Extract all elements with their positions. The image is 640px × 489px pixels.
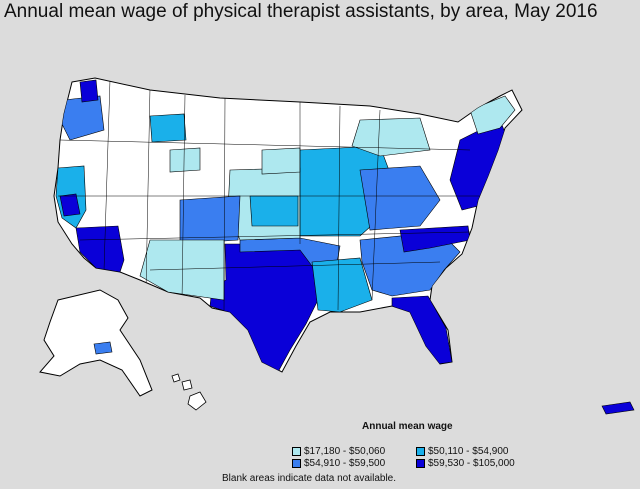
alaska-anchorage <box>93 341 113 355</box>
region-gulf <box>311 257 373 313</box>
hawaii <box>171 373 207 411</box>
region-seattle <box>79 79 99 103</box>
footnote: Blank areas indicate data not available. <box>222 473 397 484</box>
legend-label-4: $59,530 - $105,000 <box>428 458 515 469</box>
region-colorado <box>179 195 241 245</box>
legend-item-2: $50,110 - $54,900 <box>416 446 508 457</box>
legend-swatch-3 <box>292 459 301 468</box>
region-southwest <box>139 239 225 301</box>
puerto-rico <box>601 401 635 415</box>
alaska <box>39 289 153 397</box>
legend-label-1: $17,180 - $50,060 <box>304 446 386 457</box>
region-kansas <box>249 195 299 227</box>
region-new-england <box>469 95 516 135</box>
legend-label-3: $54,910 - $59,500 <box>304 458 386 469</box>
legend-item-1: $17,180 - $50,060 <box>292 446 385 457</box>
legend-swatch-4 <box>416 459 425 468</box>
region-bay-area <box>59 193 81 217</box>
region-wyoming-pocket <box>169 147 201 173</box>
map-title: Annual mean wage of physical therapist a… <box>4 1 598 22</box>
region-texas <box>209 243 319 372</box>
region-dakota-pocket <box>261 147 301 175</box>
region-midwest-b <box>359 165 441 231</box>
region-california-south <box>75 225 125 273</box>
legend-title: Annual mean wage <box>362 421 453 432</box>
legend-swatch-2 <box>416 447 425 456</box>
region-florida <box>391 295 453 365</box>
legend-label-2: $50,110 - $54,900 <box>428 446 509 457</box>
legend-item-3: $54,910 - $59,500 <box>292 458 385 469</box>
region-great-lakes <box>351 117 431 157</box>
legend-swatch-1 <box>292 447 301 456</box>
region-montana-pocket <box>149 113 187 143</box>
legend-item-4: $59,530 - $105,000 <box>416 458 515 469</box>
